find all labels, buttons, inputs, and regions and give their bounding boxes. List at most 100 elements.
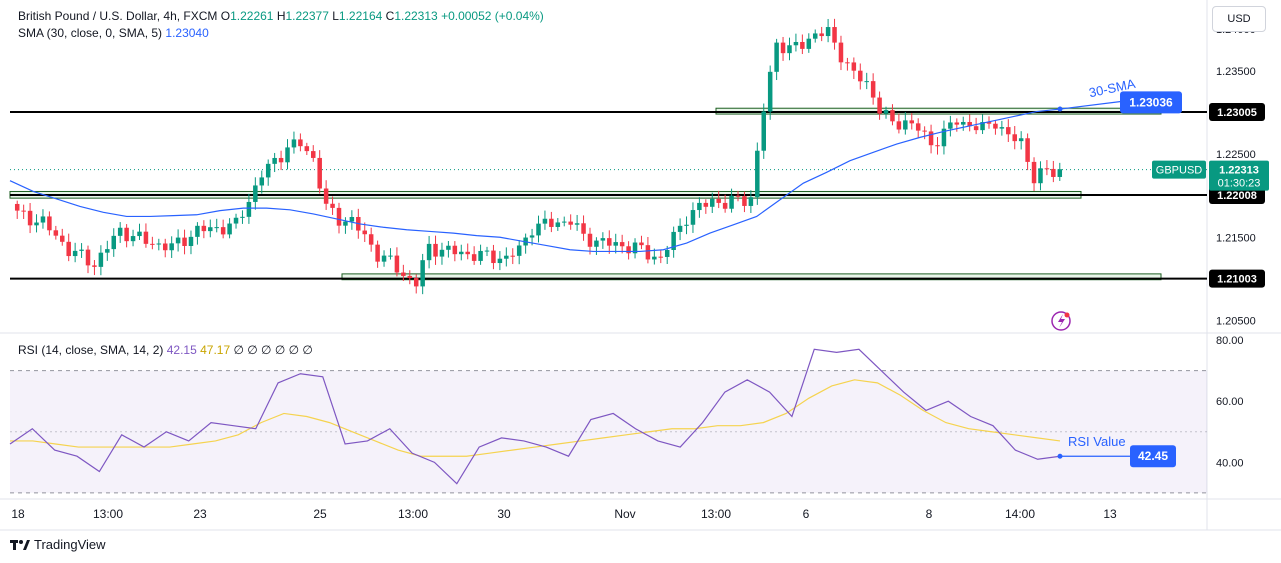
candle-body [53, 230, 59, 236]
candle-body [903, 120, 908, 130]
open-value: 1.22261 [230, 9, 274, 23]
candle-body [208, 227, 213, 232]
candle-body [735, 195, 741, 197]
candle-body [619, 242, 625, 247]
price-tick-label: 1.20500 [1216, 316, 1256, 328]
candle-body [935, 145, 940, 147]
flash-bolt-icon [1058, 314, 1065, 328]
candle-body [664, 250, 670, 257]
rsi-extra-values: ∅ ∅ ∅ ∅ ∅ ∅ [233, 343, 313, 357]
candle-body [973, 126, 979, 131]
tradingview-icon [10, 539, 30, 550]
tradingview-logo[interactable]: TradingView [10, 537, 106, 552]
candle-body [967, 121, 972, 127]
candle-body [34, 222, 39, 226]
candle-body [401, 272, 406, 276]
candle-body [883, 110, 889, 114]
candle-body [812, 33, 818, 39]
candle-body [915, 123, 921, 131]
candle-body [291, 139, 297, 148]
candle-body [825, 27, 831, 37]
candle-body [407, 275, 413, 279]
candle-body [864, 81, 869, 83]
candle-body [465, 251, 470, 255]
rsi-line [9, 348, 1061, 485]
candle-body [600, 238, 606, 241]
candle-body [491, 250, 496, 264]
candle-body [459, 251, 464, 255]
time-tick-label: 30 [497, 507, 511, 521]
last-price-tag [1209, 160, 1269, 191]
candle-body [774, 42, 779, 72]
candle-body [870, 81, 876, 98]
time-tick-label: 13 [1103, 507, 1117, 521]
candle-body [851, 62, 857, 71]
candle-body [60, 235, 65, 242]
candle-body [497, 258, 503, 264]
candle-body [1038, 168, 1043, 184]
close-value: 1.22313 [394, 9, 438, 23]
candle-body [368, 234, 374, 245]
level-price-label: 1.23005 [1217, 107, 1257, 119]
candle-body [253, 185, 258, 202]
symbol-tag [1152, 160, 1206, 179]
candle-body [993, 123, 998, 129]
candle-body [613, 242, 618, 246]
currency-button[interactable]: USD [1212, 6, 1266, 32]
symbol-title: British Pound / U.S. Dollar, 4h, FXCM [18, 9, 218, 23]
symbol-tag-label: GBPUSD [1156, 165, 1203, 177]
price-tick-label: 1.23500 [1216, 66, 1256, 78]
level-price-label: 1.21003 [1217, 274, 1257, 286]
candle-body [240, 216, 245, 218]
time-tick-label: 6 [803, 507, 810, 521]
candle-body [1057, 169, 1063, 177]
sma-tag-leader [1059, 100, 1123, 110]
candle-body [516, 245, 522, 256]
candle-body [188, 236, 194, 246]
candle-body [420, 260, 425, 287]
candle-body [536, 223, 541, 236]
candle-body [838, 42, 844, 63]
symbol-legend: British Pound / U.S. Dollar, 4h, FXCM O1… [18, 9, 544, 23]
candle-body [375, 244, 380, 262]
candle-body [233, 217, 239, 224]
change-value: +0.00052 (+0.04%) [441, 9, 544, 23]
candle-body [1044, 168, 1050, 170]
branding-text: TradingView [34, 537, 106, 552]
price-tick-label: 1.21500 [1216, 232, 1256, 244]
candle-body [755, 150, 760, 198]
candle-body [426, 243, 432, 261]
candle-body [227, 223, 232, 235]
candle-body [265, 163, 271, 178]
candle-body [272, 157, 277, 164]
candle-body [671, 231, 676, 251]
candle-body [787, 45, 792, 54]
candle-body [748, 197, 754, 206]
candle-body [793, 41, 799, 46]
candle-body [343, 221, 348, 226]
candle-body [162, 243, 168, 251]
countdown-label: 01:30:23 [1218, 178, 1261, 190]
candle-body [922, 130, 927, 132]
candle-body [27, 210, 33, 226]
candle-body [47, 216, 52, 231]
price-tick-label: 1.22500 [1216, 149, 1256, 161]
candle-body [471, 254, 477, 261]
candle-body [130, 236, 136, 242]
candle-body [169, 243, 174, 251]
candle-body [137, 231, 142, 237]
candle-body [413, 278, 419, 287]
candle-body [761, 111, 766, 151]
candle-body [954, 122, 960, 125]
candle-body [948, 122, 953, 129]
candle-body [510, 255, 516, 257]
candle-body [574, 223, 580, 225]
candle-body [767, 71, 773, 112]
candle-body [150, 243, 155, 245]
candle-body [394, 255, 400, 273]
time-tick-label: 13:00 [398, 507, 428, 521]
candle-body [697, 202, 702, 211]
candle-body [21, 210, 26, 212]
candle-body [716, 198, 721, 203]
